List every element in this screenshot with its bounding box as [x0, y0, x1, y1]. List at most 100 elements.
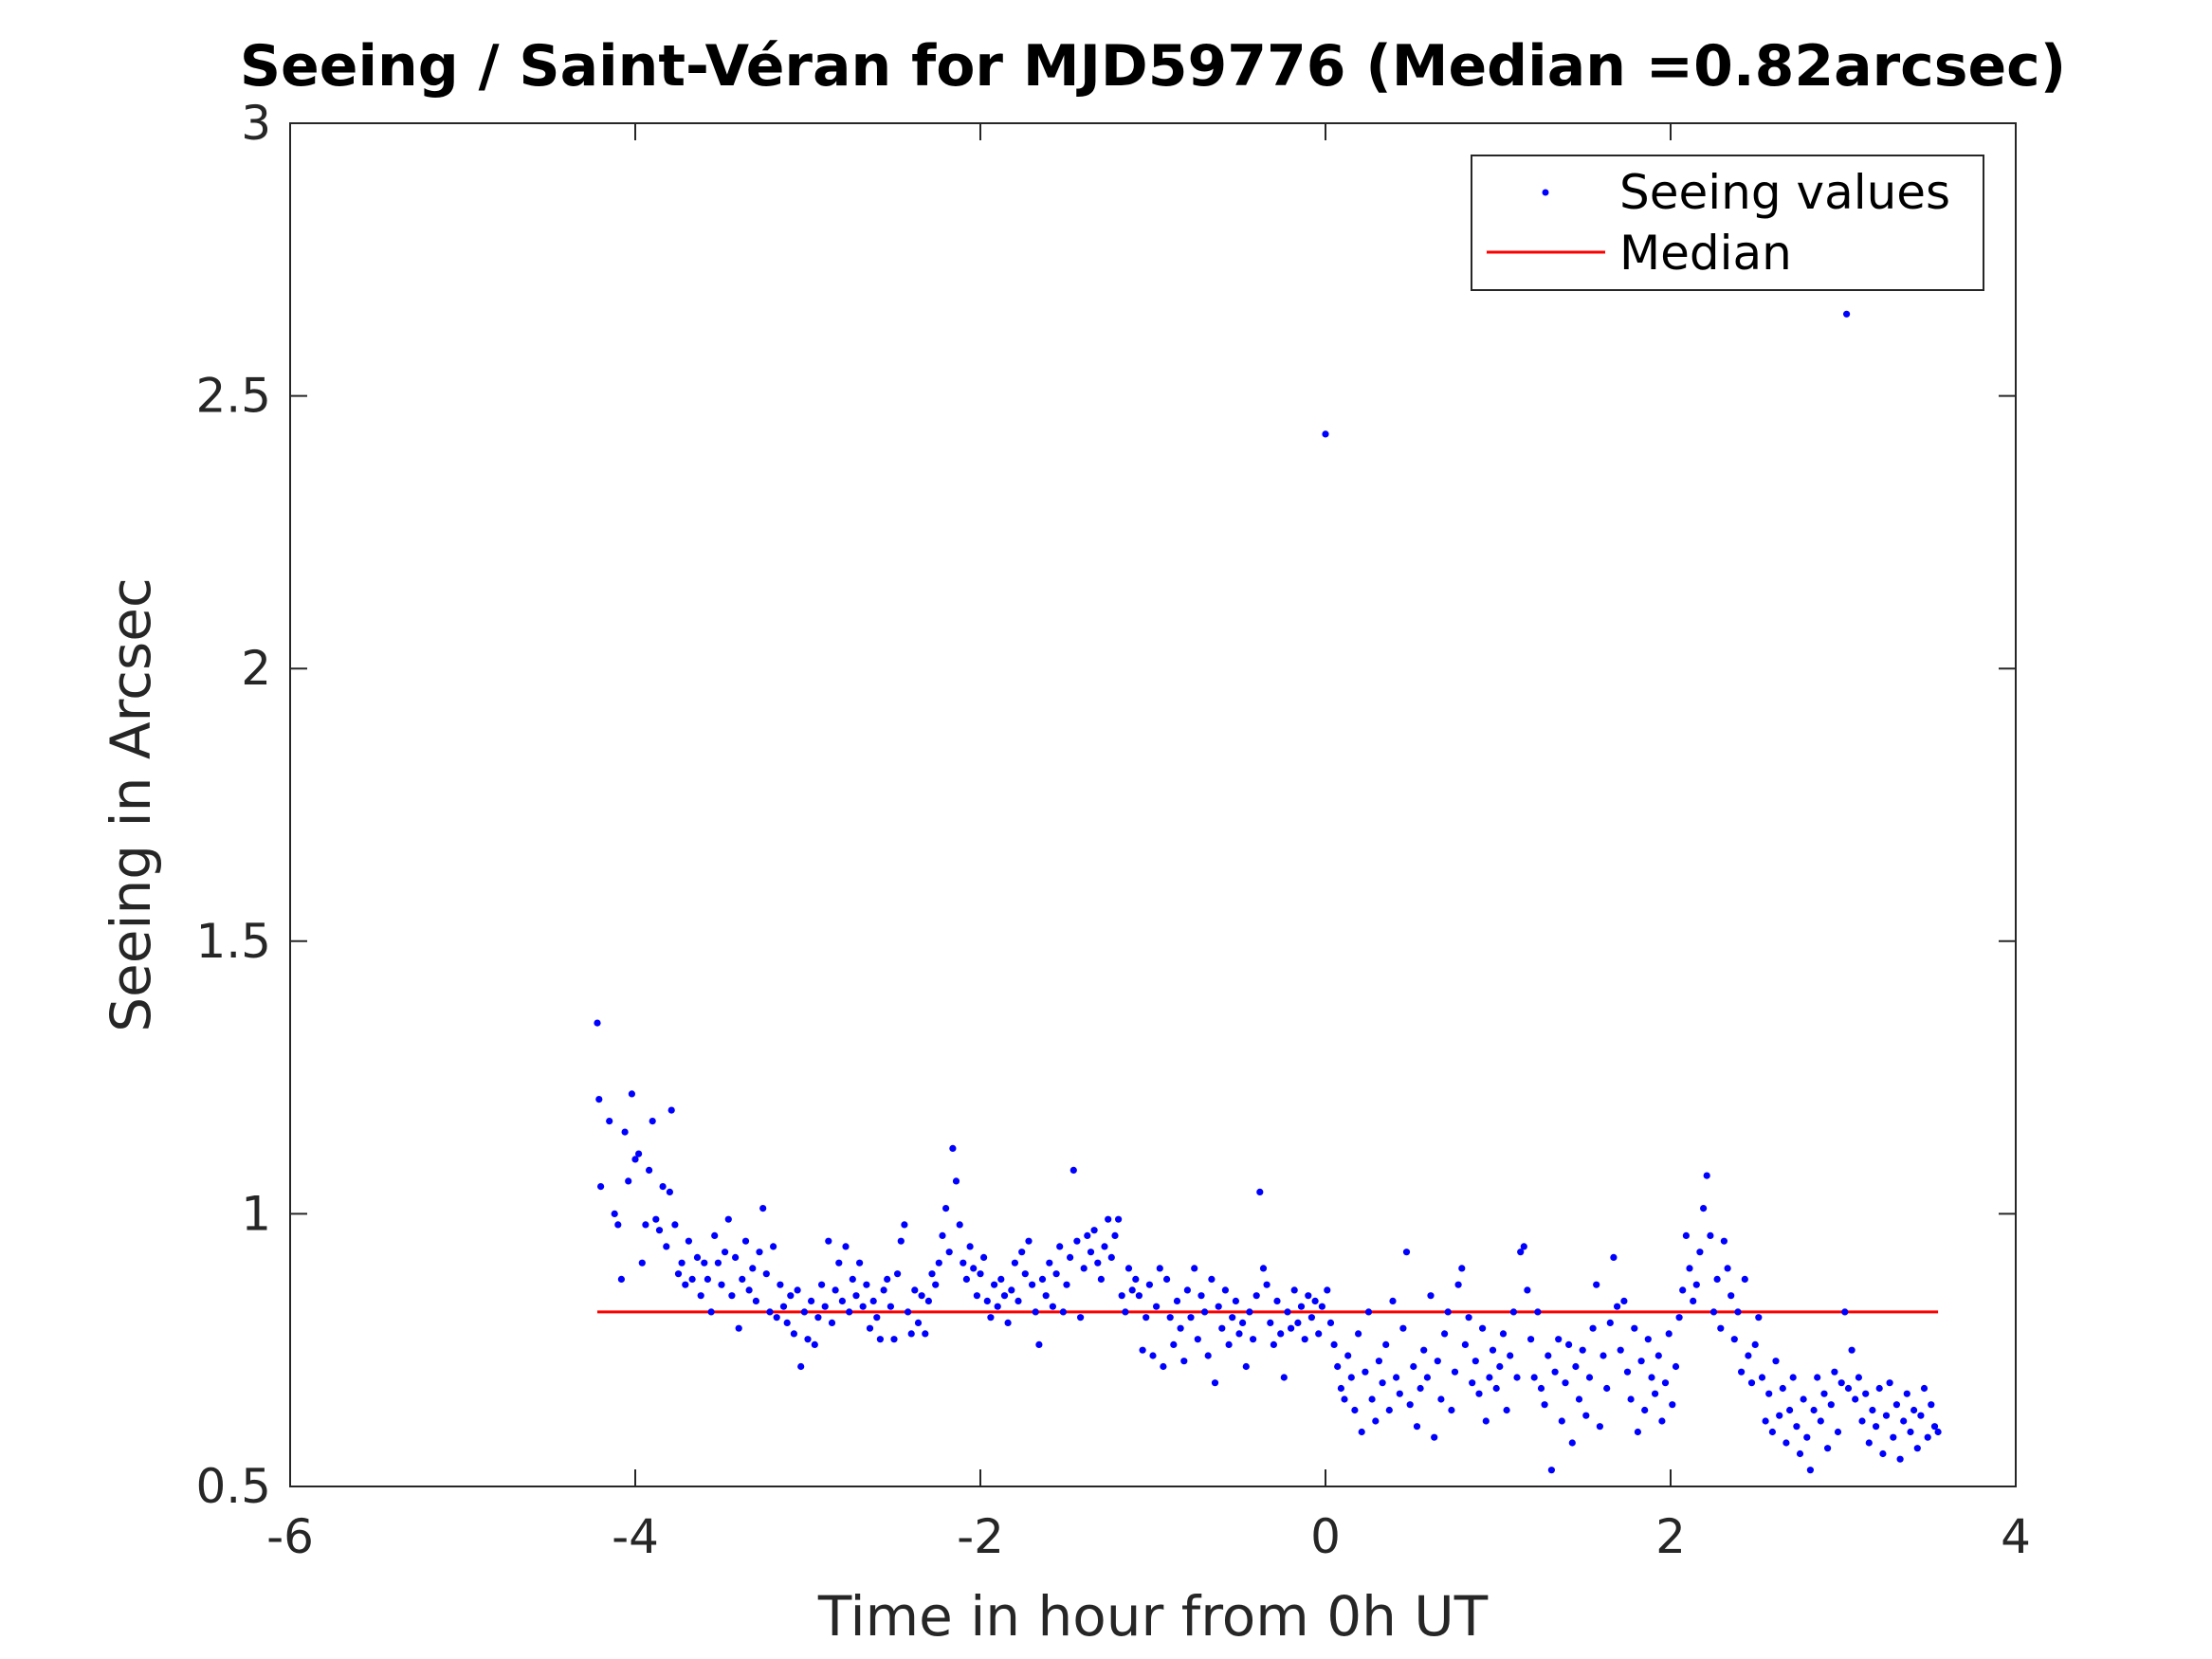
seeing-point: [1011, 1259, 1018, 1267]
legend-marker-seeing: [1542, 189, 1549, 196]
seeing-point: [1492, 1384, 1500, 1393]
seeing-point: [880, 1286, 887, 1294]
seeing-point: [1509, 1308, 1517, 1316]
seeing-point: [1641, 1406, 1649, 1414]
seeing-point: [1558, 1417, 1565, 1425]
seeing-point: [1551, 1368, 1559, 1376]
seeing-point: [1751, 1340, 1759, 1348]
seeing-point: [849, 1275, 856, 1283]
seeing-point: [1191, 1265, 1198, 1272]
seeing-point: [787, 1292, 795, 1300]
seeing-point: [1472, 1358, 1479, 1365]
seeing-point: [646, 1166, 653, 1174]
seeing-point: [773, 1314, 780, 1322]
seeing-point: [808, 1297, 815, 1304]
seeing-point: [1896, 1455, 1904, 1463]
seeing-point: [1311, 1297, 1319, 1304]
seeing-point: [1524, 1286, 1531, 1294]
seeing-point: [970, 1265, 978, 1272]
seeing-point: [907, 1330, 915, 1338]
seeing-point: [1903, 1390, 1910, 1397]
seeing-point: [1215, 1303, 1222, 1310]
seeing-point: [1814, 1374, 1821, 1381]
seeing-point: [794, 1286, 801, 1294]
seeing-point: [631, 1156, 639, 1163]
seeing-point: [1288, 1324, 1295, 1332]
seeing-point: [1399, 1324, 1407, 1332]
seeing-point: [1170, 1340, 1178, 1348]
x-tick-label: -4: [612, 1509, 659, 1564]
seeing-point: [797, 1362, 805, 1371]
seeing-point: [1434, 1358, 1441, 1365]
seeing-point: [842, 1243, 850, 1250]
seeing-point: [1124, 1265, 1133, 1272]
seeing-point: [739, 1275, 746, 1283]
seeing-point: [1431, 1433, 1438, 1441]
seeing-point: [911, 1286, 919, 1294]
seeing-point: [1658, 1417, 1666, 1425]
legend-label-seeing: Seeing values: [1619, 165, 1950, 220]
seeing-point: [1465, 1314, 1472, 1322]
seeing-point: [991, 1281, 998, 1288]
seeing-point: [1755, 1314, 1763, 1322]
seeing-point: [1090, 1227, 1098, 1234]
seeing-point: [1173, 1297, 1181, 1304]
seeing-point: [621, 1128, 629, 1136]
seeing-point: [1917, 1412, 1925, 1419]
seeing-point: [1067, 1253, 1074, 1261]
seeing-point: [770, 1243, 777, 1250]
seeing-point: [1273, 1297, 1281, 1304]
seeing-point: [1073, 1237, 1081, 1245]
seeing-point: [1454, 1281, 1462, 1288]
seeing-point: [1900, 1417, 1908, 1425]
seeing-point: [890, 1336, 898, 1343]
seeing-point: [945, 1249, 953, 1256]
chart-title: Seeing / Saint-Véran for MJD59776 (Media…: [240, 33, 2066, 100]
seeing-point: [1865, 1439, 1873, 1447]
seeing-point: [1817, 1417, 1824, 1425]
seeing-point: [1507, 1352, 1514, 1359]
seeing-point: [1585, 1374, 1594, 1381]
seeing-point: [994, 1303, 1001, 1310]
seeing-point: [1669, 1401, 1676, 1409]
seeing-point: [1347, 1374, 1355, 1381]
seeing-point: [1358, 1428, 1365, 1436]
seeing-point: [1379, 1379, 1386, 1387]
seeing-point: [1263, 1281, 1271, 1288]
seeing-point: [884, 1275, 891, 1283]
seeing-point: [707, 1308, 715, 1316]
seeing-point: [866, 1324, 874, 1332]
seeing-point: [663, 1243, 670, 1250]
seeing-point: [1930, 1423, 1939, 1431]
seeing-point: [1049, 1303, 1056, 1310]
seeing-point: [1277, 1330, 1285, 1338]
seeing-point: [1004, 1319, 1012, 1326]
legend: Seeing values Median: [1471, 155, 1984, 291]
seeing-point: [846, 1308, 853, 1316]
seeing-point: [1873, 1423, 1880, 1431]
seeing-point: [1385, 1406, 1393, 1414]
seeing-point: [1820, 1390, 1828, 1397]
axis-ticks: [289, 122, 2017, 1487]
seeing-point: [1593, 1281, 1600, 1288]
seeing-point: [1796, 1449, 1804, 1458]
seeing-point: [863, 1281, 870, 1288]
x-tick-label: 4: [2001, 1509, 2031, 1564]
seeing-point: [1665, 1330, 1673, 1338]
seeing-point: [1713, 1275, 1721, 1283]
seeing-point: [1290, 1286, 1298, 1294]
seeing-point: [869, 1297, 877, 1304]
seeing-point: [956, 1221, 963, 1229]
seeing-point: [678, 1259, 686, 1267]
seeing-point: [1800, 1395, 1807, 1403]
seeing-point: [977, 1270, 984, 1278]
seeing-point: [1084, 1231, 1091, 1239]
y-tick-label: 1.5: [195, 914, 271, 969]
seeing-point: [1503, 1406, 1510, 1414]
seeing-point: [1132, 1275, 1140, 1283]
legend-box: [1471, 155, 1984, 291]
seeing-point: [1614, 1303, 1621, 1310]
seeing-point: [1623, 1368, 1632, 1376]
seeing-point: [939, 1231, 946, 1239]
seeing-point: [728, 1292, 736, 1300]
